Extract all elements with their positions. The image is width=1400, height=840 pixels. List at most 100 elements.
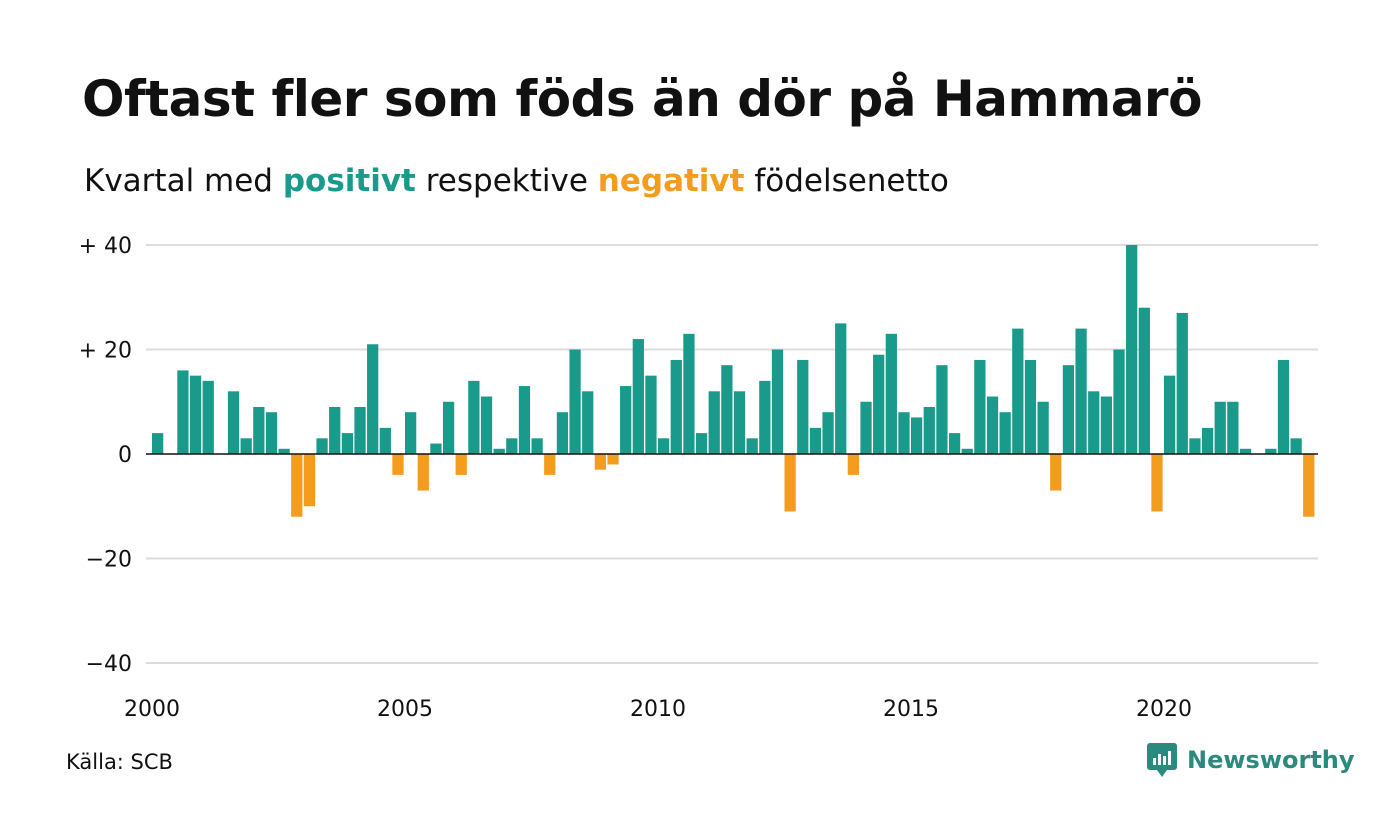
bar	[1062, 365, 1075, 454]
bar	[392, 454, 404, 475]
newsworthy-logo-icon	[1147, 743, 1177, 777]
bar	[569, 349, 581, 454]
bar	[303, 454, 316, 507]
y-axis-labels: + 40 + 20 0 −20 −40	[79, 234, 132, 677]
bar	[1227, 401, 1239, 454]
bar	[822, 412, 834, 454]
bar	[417, 454, 429, 491]
subtitle-positive: positivt	[282, 163, 416, 199]
bar	[506, 438, 518, 454]
bar	[923, 406, 935, 454]
y-tick-label: + 20	[79, 339, 132, 364]
chart-title: Oftast fler som föds än dör på Hammarö	[82, 70, 1202, 128]
bar	[1151, 454, 1163, 512]
bar	[645, 375, 657, 455]
bar	[607, 454, 619, 465]
bar	[1164, 375, 1176, 455]
subtitle-prefix: Kvartal med	[84, 163, 283, 199]
subtitle-negative: negativt	[597, 163, 745, 199]
bar	[936, 365, 948, 454]
bar	[177, 370, 189, 454]
bar	[442, 401, 455, 454]
bar	[1100, 396, 1112, 454]
subtitle-suffix: födelsenetto	[744, 163, 949, 199]
bar	[1088, 391, 1100, 454]
x-tick-label: 2015	[883, 697, 939, 722]
bar	[1176, 312, 1188, 454]
y-tick-label: −20	[86, 548, 132, 573]
bar	[1189, 438, 1201, 454]
bar	[695, 433, 708, 454]
bar	[594, 454, 606, 470]
subtitle-middle: respektive	[415, 163, 598, 199]
bar	[835, 323, 847, 455]
bar	[759, 380, 771, 454]
bar	[986, 396, 999, 454]
bar	[379, 427, 391, 455]
x-tick-label: 2005	[377, 697, 433, 722]
bar	[974, 359, 986, 454]
bar	[278, 448, 290, 454]
source-note: Källa: SCB	[66, 750, 173, 774]
bar	[708, 391, 720, 454]
grid-lines	[146, 244, 1318, 664]
bar	[582, 391, 594, 454]
bar	[468, 380, 480, 454]
bar	[809, 427, 822, 455]
bar	[885, 333, 897, 454]
bar	[961, 448, 973, 454]
brand-name: Newsworthy	[1187, 746, 1355, 774]
bar	[771, 349, 784, 454]
bar	[455, 454, 467, 475]
x-tick-label: 2000	[124, 697, 180, 722]
bar	[1303, 454, 1315, 517]
bar	[1265, 448, 1277, 454]
bar	[493, 448, 505, 454]
bar	[1126, 245, 1138, 454]
bar	[1012, 328, 1024, 454]
bar	[797, 359, 809, 454]
brand-logo: Newsworthy	[1147, 743, 1355, 777]
bar	[948, 433, 961, 454]
bar	[632, 339, 644, 454]
bar	[405, 412, 417, 454]
bar	[873, 354, 885, 454]
bar	[544, 454, 556, 475]
x-tick-label: 2010	[630, 697, 686, 722]
bars	[152, 245, 1315, 517]
bar	[860, 401, 872, 454]
bar	[784, 454, 796, 512]
bar	[1290, 438, 1302, 454]
bar	[670, 359, 682, 454]
x-axis-labels: 2000 2005 2010 2015 2020	[124, 697, 1192, 722]
bar	[1201, 427, 1214, 455]
bar	[316, 438, 328, 454]
bar	[847, 454, 859, 475]
bar	[1277, 359, 1290, 454]
y-tick-label: 0	[118, 443, 132, 468]
bar	[721, 365, 733, 454]
x-tick-label: 2020	[1136, 697, 1192, 722]
bar	[1050, 454, 1062, 491]
bar	[265, 412, 278, 454]
bar	[898, 412, 910, 454]
bar	[430, 443, 442, 454]
bar	[556, 412, 569, 454]
bar	[658, 438, 670, 454]
bar	[683, 333, 695, 454]
bar	[341, 433, 353, 454]
chart-subtitle: Kvartal med positivt respektive negativt…	[84, 163, 949, 199]
bar	[189, 375, 202, 455]
bar	[1075, 328, 1087, 454]
bar	[354, 406, 366, 454]
bar	[999, 412, 1011, 454]
bar	[152, 433, 164, 454]
bar	[531, 438, 543, 454]
bar	[911, 417, 923, 454]
bar	[202, 380, 214, 454]
bar	[1239, 448, 1252, 454]
bar	[746, 438, 758, 454]
bar	[733, 391, 746, 454]
y-tick-label: + 40	[79, 234, 132, 259]
bar	[291, 454, 303, 517]
